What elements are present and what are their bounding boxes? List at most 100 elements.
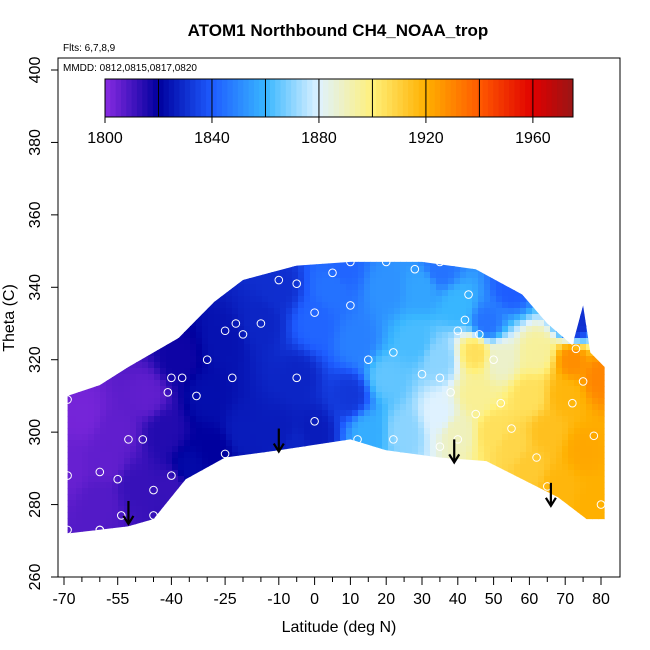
curtain-cell	[442, 266, 449, 273]
curtain-cell	[88, 464, 95, 471]
curtain-cell	[508, 296, 515, 303]
curtain-cell	[538, 428, 545, 435]
curtain-cell	[268, 440, 275, 447]
curtain-cell	[478, 434, 485, 441]
curtain-cell	[352, 392, 359, 399]
curtain-cell	[496, 290, 503, 297]
curtain-cell	[310, 434, 317, 441]
curtain-cell	[418, 266, 425, 273]
curtain-cell	[268, 374, 275, 381]
curtain-cell	[550, 398, 557, 405]
curtain-cell	[184, 344, 191, 351]
curtain-cell	[178, 362, 185, 369]
curtain-cell	[250, 368, 257, 375]
curtain-cell	[82, 410, 89, 417]
curtain-cell	[394, 440, 401, 447]
curtain-cell	[112, 374, 119, 381]
curtain-cell	[298, 356, 305, 363]
curtain-cell	[220, 338, 227, 345]
curtain-cell	[376, 296, 383, 303]
curtain-cell	[220, 356, 227, 363]
curtain-cell	[430, 386, 437, 393]
curtain-cell	[142, 518, 149, 525]
curtain-cell	[448, 326, 455, 333]
curtain-cell	[436, 452, 443, 459]
curtain-cell	[76, 416, 83, 423]
curtain-cell	[334, 326, 341, 333]
curtain-cell	[490, 434, 497, 441]
curtain-cell	[412, 272, 419, 279]
curtain-cell	[214, 374, 221, 381]
curtain-cell	[526, 344, 533, 351]
curtain-cell	[214, 416, 221, 423]
curtain-cell	[280, 434, 287, 441]
curtain-cell	[364, 434, 371, 441]
curtain-cell	[340, 386, 347, 393]
curtain-cell	[166, 362, 173, 369]
curtain-cell	[316, 296, 323, 303]
curtain-cell	[442, 338, 449, 345]
curtain-cell	[436, 428, 443, 435]
curtain-cell	[508, 374, 515, 381]
curtain-cell	[130, 410, 137, 417]
curtain-cell	[484, 350, 491, 357]
curtain-cell	[364, 308, 371, 315]
curtain-cell	[202, 326, 209, 333]
curtain-cell	[346, 392, 353, 399]
curtain-cell	[304, 272, 311, 279]
curtain-cell	[298, 272, 305, 279]
curtain-cell	[502, 458, 509, 465]
curtain-cell	[130, 476, 137, 483]
curtain-cell	[382, 308, 389, 315]
curtain-cell	[346, 326, 353, 333]
curtain-cell	[430, 380, 437, 387]
curtain-cell	[250, 434, 257, 441]
curtain-cell	[382, 392, 389, 399]
curtain-cell	[106, 494, 113, 501]
curtain-cell	[412, 332, 419, 339]
curtain-cell	[418, 344, 425, 351]
curtain-cell	[502, 350, 509, 357]
curtain-cell	[400, 392, 407, 399]
curtain-cell	[430, 416, 437, 423]
curtain-cell	[67, 404, 71, 411]
curtain-cell	[466, 308, 473, 315]
curtain-cell	[184, 464, 191, 471]
curtain-cell	[328, 284, 335, 291]
curtain-cell	[94, 470, 101, 477]
curtain-cell	[490, 278, 497, 285]
curtain-cell	[190, 458, 197, 465]
curtain-cell	[76, 458, 83, 465]
curtain-cell	[448, 302, 455, 309]
curtain-cell	[496, 416, 503, 423]
curtain-cell	[358, 410, 365, 417]
curtain-cell	[184, 362, 191, 369]
curtain-cell	[100, 488, 107, 495]
curtain-cell	[448, 452, 455, 459]
curtain-cell	[274, 320, 281, 327]
curtain-cell	[454, 434, 461, 441]
curtain-cell	[550, 404, 557, 411]
curtain-cell	[136, 440, 143, 447]
curtain-cell	[352, 404, 359, 411]
curtain-cell	[262, 374, 269, 381]
curtain-cell	[112, 398, 119, 405]
curtain-cell	[184, 332, 191, 339]
curtain-cell	[532, 464, 539, 471]
curtain-cell	[406, 428, 413, 435]
curtain-cell	[232, 392, 239, 399]
curtain-cell	[412, 416, 419, 423]
curtain-cell	[388, 302, 395, 309]
curtain-cell	[538, 368, 545, 375]
curtain-cell	[418, 350, 425, 357]
curtain-cell	[142, 512, 149, 519]
curtain-cell	[88, 434, 95, 441]
curtain-cell	[82, 494, 89, 501]
curtain-cell	[556, 452, 563, 459]
curtain-cell	[142, 422, 149, 429]
curtain-cell	[448, 374, 455, 381]
curtain-cell	[304, 290, 311, 297]
curtain-cell	[418, 362, 425, 369]
curtain-cell	[292, 434, 299, 441]
curtain-cell	[520, 302, 527, 309]
